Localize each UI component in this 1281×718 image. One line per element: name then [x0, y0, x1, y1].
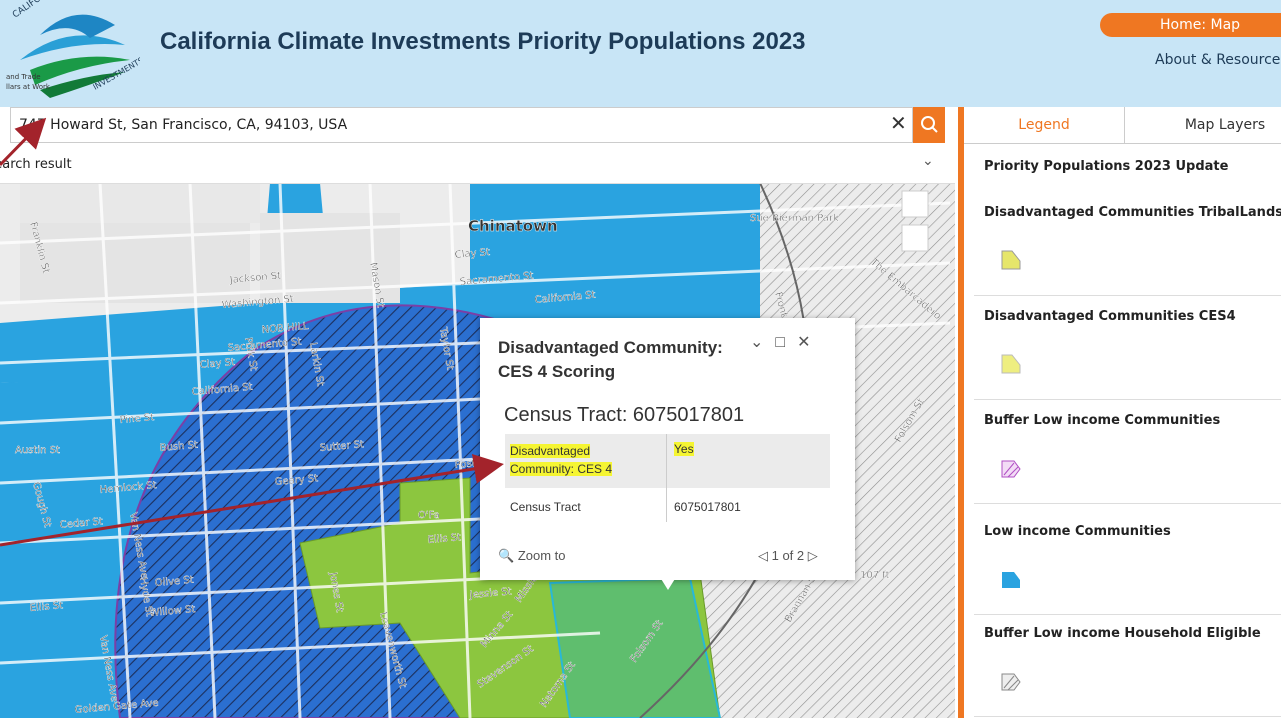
- table-cell: Census Tract: [510, 500, 581, 514]
- search-result-row[interactable]: Search result ⌄: [0, 145, 955, 184]
- legend-item: Disadvantaged Communities CES4: [984, 309, 1236, 324]
- zoom-to[interactable]: 🔍 Zoom to: [498, 548, 566, 564]
- tab[interactable]: Map Layers: [1124, 107, 1281, 144]
- legend-item: Buffer Low income Communities: [984, 413, 1220, 428]
- popup-title: Disadvantaged Community: CES 4 Scoring: [498, 336, 738, 384]
- pager-label: 1 of 2: [772, 548, 805, 563]
- logo: CALIFORNIA CLIMATE INVESTMENTS and Trade…: [0, 0, 140, 105]
- logo-text: llars at Work: [6, 83, 51, 91]
- popup-heading: Census Tract: 6075017801: [504, 404, 744, 427]
- map-label: 107 ft: [860, 570, 890, 581]
- search-result-label: Search result: [0, 157, 72, 172]
- table-cell: Yes: [674, 442, 694, 456]
- pager[interactable]: ◁ 1 of 2 ▷: [758, 548, 818, 564]
- map-tool[interactable]: [902, 225, 928, 251]
- map-tool[interactable]: [902, 191, 928, 217]
- map-label: O'Fa: [418, 510, 440, 521]
- zoom-to-label: Zoom to: [518, 548, 566, 563]
- map-label: Chinatown: [468, 217, 558, 235]
- search-button[interactable]: [913, 107, 945, 143]
- page: California Climate Investments Priority …: [0, 0, 1281, 718]
- table-cell: Disadvantaged Community: CES 4: [510, 444, 612, 476]
- popup-controls[interactable]: ⌄□✕: [750, 332, 822, 352]
- app: CALIFORNIA CLIMATE INVESTMENTS and Trade…: [0, 0, 1281, 718]
- table-cell: 6075017801: [674, 500, 741, 514]
- legend-title: Priority Populations 2023 Update: [984, 159, 1228, 174]
- header: CALIFORNIA CLIMATE INVESTMENTS and Trade…: [0, 0, 1281, 107]
- legend-swatch: [1000, 249, 1024, 273]
- popup: Disadvantaged Community: CES 4 Scoring ⌄…: [480, 318, 855, 580]
- clear-button[interactable]: ✕: [890, 111, 907, 135]
- legend-swatch: [1000, 457, 1024, 481]
- side-panel: Legend Map Layers Priority Populations 2…: [958, 107, 1281, 718]
- legend-swatch: [1000, 353, 1024, 377]
- legend-swatch: [1000, 670, 1024, 694]
- nav-about[interactable]: About & Resource: [1155, 52, 1280, 68]
- nav-home[interactable]: Home: Map: [1100, 13, 1281, 37]
- search-input[interactable]: 747 Howard St, San Francisco, CA, 94103,…: [10, 107, 913, 143]
- app-title: California Climate Investments Priority …: [160, 28, 806, 56]
- map-label: Austin St: [15, 445, 60, 456]
- legend-item: Low income Communities: [984, 524, 1171, 539]
- legend-swatch: [1000, 568, 1024, 592]
- legend-item: Disadvantaged Communities TribalLands: [984, 205, 1281, 220]
- logo-text: and Trade: [6, 73, 41, 81]
- map-label: Sue Bierman Park: [750, 213, 839, 224]
- tab[interactable]: Legend: [964, 107, 1124, 144]
- legend-item: Buffer Low income Household Eligible: [984, 626, 1261, 641]
